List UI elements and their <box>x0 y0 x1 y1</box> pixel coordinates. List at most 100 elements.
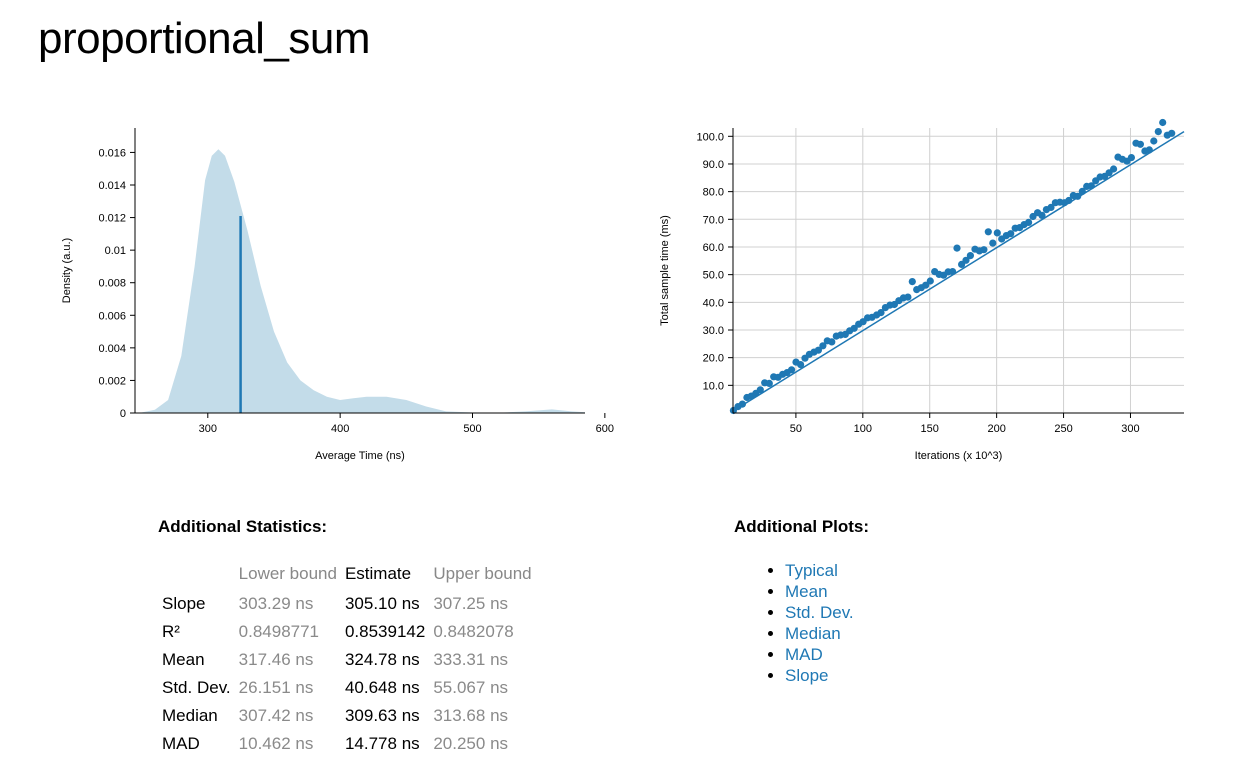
x-tick-label: 600 <box>596 423 614 435</box>
lower-bound-column-header: Lower bound <box>238 564 337 583</box>
sample-point <box>756 386 764 394</box>
plot-list-item: Mean <box>785 581 854 602</box>
estimate-value: 309.63 ns <box>344 706 420 725</box>
plot-list-item: Slope <box>785 665 854 686</box>
y-tick-label: 40.0 <box>703 297 724 309</box>
sample-point <box>1065 196 1073 205</box>
upper-bound-value: 55.067 ns <box>433 678 509 697</box>
sample-point <box>926 277 934 285</box>
estimate-column-header: Estimate <box>344 564 412 583</box>
sample-point <box>788 366 796 374</box>
y-tick-label: 20.0 <box>703 353 724 365</box>
sample-point <box>1038 211 1046 219</box>
row-label: R² <box>162 622 180 641</box>
sample-point <box>1007 230 1015 238</box>
y-tick-label: 0.004 <box>98 343 126 355</box>
sample-point <box>819 342 827 350</box>
lower-bound-value: 0.8498771 <box>238 622 320 641</box>
sample-point <box>1074 192 1082 200</box>
plot-link-mean[interactable]: Mean <box>785 582 828 601</box>
sample-point <box>828 338 836 346</box>
plot-list-item: Typical <box>785 560 854 581</box>
x-axis-label: Average Time (ns) <box>315 450 405 462</box>
x-tick-label: 200 <box>987 423 1005 435</box>
sample-point <box>1168 129 1176 137</box>
sample-point <box>962 256 970 264</box>
sample-point <box>1078 187 1086 195</box>
x-tick-label: 300 <box>1121 423 1139 435</box>
sample-point <box>1087 182 1095 190</box>
statistics-row-median: Median 307.42 ns 309.63 ns 313.68 ns <box>158 702 536 730</box>
x-tick-label: 50 <box>790 423 802 435</box>
x-tick-label: 400 <box>331 423 349 435</box>
x-tick-label: 300 <box>199 423 217 435</box>
sample-point <box>1127 154 1135 162</box>
sample-point <box>953 244 961 252</box>
x-tick-label: 250 <box>1054 423 1072 435</box>
plot-link-std-dev[interactable]: Std. Dev. <box>785 603 854 622</box>
sample-point <box>738 400 746 408</box>
regression-fit-line <box>733 130 1185 412</box>
lower-bound-value: 307.42 ns <box>238 706 314 725</box>
upper-bound-value: 20.250 ns <box>433 734 509 753</box>
plot-list-item: MAD <box>785 644 854 665</box>
lower-bound-value: 303.29 ns <box>238 594 314 613</box>
x-tick-label: 100 <box>854 423 872 435</box>
row-label: Std. Dev. <box>162 678 231 697</box>
statistics-row-mean: Mean 317.46 ns 324.78 ns 333.31 ns <box>158 646 536 674</box>
estimate-value: 14.778 ns <box>344 734 420 753</box>
sample-point <box>765 379 773 387</box>
additional-statistics-heading: Additional Statistics: <box>158 517 328 536</box>
row-label: Median <box>162 706 218 725</box>
estimate-value: 305.10 ns <box>344 594 420 613</box>
sample-point <box>966 252 974 260</box>
sample-point <box>1047 203 1055 211</box>
sample-point <box>1025 218 1033 226</box>
sample-point <box>949 268 957 276</box>
sample-point <box>908 278 916 286</box>
sample-point <box>1159 118 1167 127</box>
y-tick-label: 0.012 <box>98 213 126 225</box>
density-chart: 300 400 500 600 0 0.002 0.004 0.006 0.008 0.01 0.0… <box>61 128 614 462</box>
y-tick-label: 70.0 <box>703 214 724 226</box>
y-tick-label: 30.0 <box>703 325 724 337</box>
sample-point <box>980 246 988 254</box>
y-tick-label: 100.0 <box>696 131 724 143</box>
y-tick-label: 0.008 <box>98 278 126 290</box>
plot-list-item: Median <box>785 623 854 644</box>
row-label: MAD <box>162 734 200 753</box>
y-tick-label: 0 <box>120 408 126 420</box>
upper-bound-value: 307.25 ns <box>433 594 509 613</box>
upper-bound-value: 313.68 ns <box>433 706 509 725</box>
density-area <box>138 149 585 413</box>
plot-list-item: Std. Dev. <box>785 602 854 623</box>
plot-link-slope[interactable]: Slope <box>785 666 829 685</box>
page-title: proportional_sum <box>38 14 370 63</box>
statistics-row-slope: Slope 303.29 ns 305.10 ns 307.25 ns <box>158 590 536 618</box>
sample-point <box>797 361 805 369</box>
lower-bound-value: 10.462 ns <box>238 734 314 753</box>
estimate-value: 0.8539142 <box>344 622 426 641</box>
statistics-header-row: Lower bound Estimate Upper bound <box>158 562 536 590</box>
statistics-row-std-dev: Std. Dev. 26.151 ns 40.648 ns 55.067 ns <box>158 674 536 702</box>
upper-bound-column-header: Upper bound <box>433 564 532 583</box>
label-column-header <box>158 562 235 590</box>
sample-point <box>984 228 992 236</box>
sample-point <box>1145 146 1153 154</box>
x-axis-label: Iterations (x 10^3) <box>915 450 1003 462</box>
statistics-table: Lower bound Estimate Upper bound Slope 30… <box>158 562 536 758</box>
plot-link-typical[interactable]: Typical <box>785 561 838 580</box>
y-tick-label: 50.0 <box>703 270 724 282</box>
upper-bound-value: 333.31 ns <box>433 650 509 669</box>
y-tick-label: 0.014 <box>98 180 126 192</box>
sample-point <box>1150 137 1158 145</box>
y-tick-label: 0.002 <box>98 375 126 387</box>
estimate-value: 40.648 ns <box>344 678 420 697</box>
x-tick-label: 500 <box>463 423 481 435</box>
plot-link-mad[interactable]: MAD <box>785 645 823 664</box>
regression-chart: 50 100 150 200 250 300 10.0 20.0 30.0 40.0 50.0 60.… <box>659 118 1185 462</box>
upper-bound-value: 0.8482078 <box>433 622 514 641</box>
sample-point <box>989 239 997 247</box>
lower-bound-value: 317.46 ns <box>238 650 314 669</box>
plot-link-median[interactable]: Median <box>785 624 841 643</box>
